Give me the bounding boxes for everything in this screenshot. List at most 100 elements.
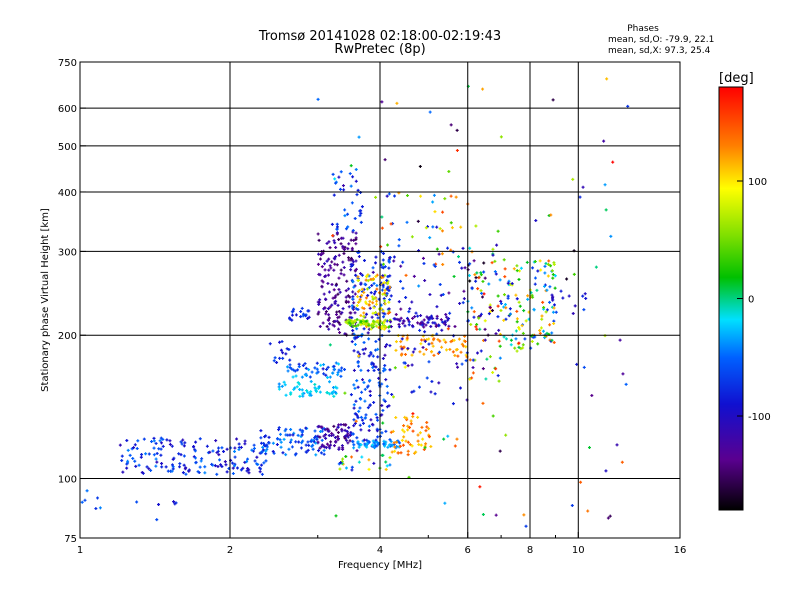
echo-point — [354, 267, 358, 271]
echo-point — [383, 312, 387, 316]
echo-point — [374, 340, 378, 344]
echo-point — [418, 431, 422, 435]
echo-point — [368, 378, 372, 382]
echo-point — [398, 444, 402, 448]
echo-point — [494, 513, 498, 517]
echo-point — [277, 382, 281, 386]
echo-point — [347, 256, 351, 260]
echo-point — [494, 272, 498, 276]
echo-point — [503, 275, 507, 279]
echo-point — [455, 128, 459, 132]
echo-point — [341, 260, 345, 264]
echo-point — [424, 347, 428, 351]
echo-point — [322, 292, 326, 296]
echo-point — [389, 320, 393, 324]
echo-point — [292, 431, 296, 435]
echo-point — [480, 291, 484, 295]
echo-point — [392, 441, 396, 445]
echo-point — [553, 274, 557, 278]
echo-point — [345, 430, 349, 434]
echo-point — [321, 321, 325, 325]
echo-point — [278, 340, 282, 344]
echo-point — [464, 353, 468, 357]
echo-point — [360, 390, 364, 394]
echo-point — [341, 457, 345, 461]
echo-point — [519, 266, 523, 270]
echo-point — [339, 170, 343, 174]
echo-point — [155, 460, 159, 464]
echo-point — [284, 352, 288, 356]
echo-point — [428, 316, 432, 320]
echo-point — [346, 318, 350, 322]
echo-point — [551, 273, 555, 277]
echo-point — [281, 451, 285, 455]
echo-point — [339, 242, 343, 246]
echo-point — [395, 101, 399, 105]
echo-point — [430, 314, 434, 318]
y-tick-label: 300 — [58, 247, 77, 258]
echo-point — [374, 311, 378, 315]
echo-point — [354, 259, 358, 263]
echo-point — [327, 290, 331, 294]
echo-point — [335, 319, 339, 323]
echo-point — [181, 438, 185, 442]
echo-point — [400, 438, 404, 442]
echo-point — [356, 295, 360, 299]
echo-point — [559, 289, 563, 293]
echo-point — [278, 356, 282, 360]
echo-point — [481, 367, 485, 371]
echo-point — [335, 231, 339, 235]
echo-point — [359, 220, 363, 224]
echo-point — [392, 255, 396, 259]
echo-point — [355, 449, 359, 453]
echo-point — [440, 229, 444, 233]
echo-point — [286, 433, 290, 437]
echo-point — [380, 403, 384, 407]
echo-point — [291, 375, 295, 379]
echo-point — [352, 238, 356, 242]
echo-point — [526, 297, 530, 301]
echo-point — [387, 300, 391, 304]
echo-point — [363, 387, 367, 391]
echo-point — [385, 319, 389, 323]
echo-point — [381, 283, 385, 287]
echo-point — [352, 424, 356, 428]
echo-point — [179, 440, 183, 444]
echo-point — [386, 391, 390, 395]
echo-point — [194, 460, 198, 464]
echo-point — [262, 461, 266, 465]
echo-point — [327, 327, 331, 331]
echo-point — [389, 222, 393, 226]
echo-point — [300, 430, 304, 434]
echo-point — [358, 406, 362, 410]
echo-point — [338, 331, 342, 335]
echo-point — [406, 424, 410, 428]
echo-point — [356, 278, 360, 282]
echo-point — [508, 307, 512, 311]
echo-point — [432, 193, 436, 197]
echo-point — [359, 428, 363, 432]
echo-point — [413, 315, 417, 319]
echo-point — [341, 244, 345, 248]
echo-point — [217, 453, 221, 457]
echo-point — [359, 397, 363, 401]
echo-point — [453, 353, 457, 357]
echo-point — [247, 468, 251, 472]
echo-point — [521, 346, 525, 350]
y-axis-label: Stationary phase Virtual Height [km] — [40, 208, 51, 392]
echo-point — [366, 385, 370, 389]
x-tick-label: 2 — [227, 545, 233, 556]
echo-point — [420, 425, 424, 429]
echo-point — [306, 448, 310, 452]
echo-point — [357, 460, 361, 464]
echo-point — [316, 97, 320, 101]
echo-point — [388, 344, 392, 348]
echo-point — [357, 409, 361, 413]
echo-point — [374, 274, 378, 278]
x-tick-label: 4 — [377, 545, 383, 556]
echo-point — [425, 421, 429, 425]
echo-point — [152, 446, 156, 450]
echo-point — [313, 429, 317, 433]
echo-point — [533, 282, 537, 286]
echo-point — [552, 306, 556, 310]
